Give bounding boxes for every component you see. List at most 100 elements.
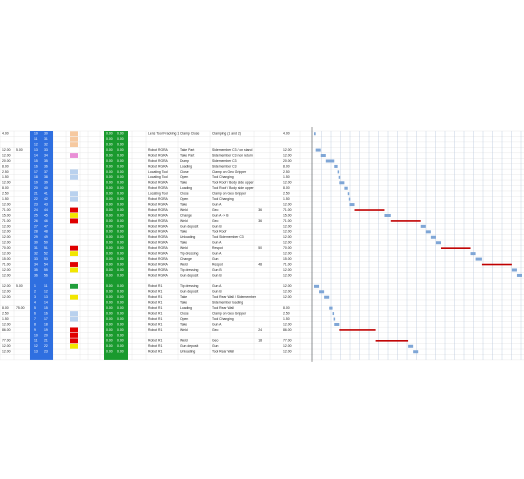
id-cell: 15 [44, 306, 48, 310]
value-cell: 0.00 [117, 344, 124, 348]
time-cell: 2.50 [2, 192, 9, 196]
time-cell: 71.00 [2, 208, 11, 212]
resource-cell: Robot RGRA [148, 230, 169, 234]
time-cell: 12.00 [2, 290, 11, 294]
id-cell: 23 [34, 202, 38, 206]
id-cell: 35 [34, 268, 38, 272]
value-cell: 0.00 [106, 170, 113, 174]
value-cell: 0.00 [106, 317, 113, 321]
gantt-bar [334, 322, 340, 326]
time-cell: 12.00 [2, 148, 11, 152]
action-cell: Tip dressing [180, 268, 198, 272]
status-cell [70, 343, 78, 349]
id-cell: 32 [34, 252, 38, 256]
action-cell: Gun deposit [180, 224, 198, 228]
duration-cell: 15.00 [283, 213, 292, 217]
action-cell: Dump [180, 159, 189, 163]
id-cell: 45 [44, 213, 48, 217]
status-cell [70, 267, 78, 273]
resource-cell: Locating Tool [148, 170, 168, 174]
id-cell: 30 [34, 241, 38, 245]
gantt-bar [344, 186, 348, 190]
id-cell: 2 [34, 290, 36, 294]
gantt-bar [332, 312, 335, 316]
id-cell: 13 [44, 295, 48, 299]
value-cell: 0.00 [117, 284, 124, 288]
id-cell: 10 [34, 132, 38, 136]
id-cell: 13 [34, 350, 38, 354]
value-cell: 0.00 [117, 241, 124, 245]
resource-cell: Robot RGRA [148, 224, 169, 228]
duration-cell: 8.00 [283, 164, 290, 168]
value-cell: 0.00 [117, 268, 124, 272]
duration-cell: 1.50 [283, 317, 290, 321]
value-cell: 0.00 [117, 257, 124, 261]
value-cell: 0.00 [106, 143, 113, 147]
action-cell: Tip dressing [180, 284, 198, 288]
id-cell: 11 [34, 137, 38, 141]
description-cell: Gun A [212, 202, 222, 206]
gantt-bar [481, 263, 512, 266]
resource-cell: Robot R1 [148, 295, 162, 299]
gantt-bar [435, 241, 441, 245]
id-cell: 48 [44, 230, 48, 234]
value-cell: 0.00 [106, 148, 113, 152]
value-cell: 0.00 [106, 202, 113, 206]
gantt-bar [329, 306, 333, 310]
time-cell: 5.00 [16, 148, 23, 152]
value-cell: 0.00 [117, 197, 124, 201]
duration-cell: 2.50 [283, 311, 290, 315]
id-cell: 47 [44, 224, 48, 228]
gantt-bar [425, 230, 431, 234]
duration-cell: 12.00 [283, 290, 292, 294]
description-cell: Tool Changing [212, 197, 234, 201]
description-cell: Tool Rear Wall [212, 350, 234, 354]
value-cell: 0.00 [117, 208, 124, 212]
description-cell: Respot [212, 262, 223, 266]
id-cell: 12 [44, 290, 48, 294]
action-cell: Tip dressing [180, 252, 198, 256]
time-cell: 8.00 [2, 306, 9, 310]
gantt-bar [315, 148, 321, 152]
value-cell: 0.00 [106, 311, 113, 315]
id-cell: 9 [34, 328, 36, 332]
description-cell: Tool Sidemember C3 [212, 235, 244, 239]
action-cell: Gun deposit [180, 344, 198, 348]
time-cell: 12.00 [2, 350, 11, 354]
duration-cell: 1.50 [283, 197, 290, 201]
action-cell: Take [180, 322, 187, 326]
description-cell: Tool Roof [212, 230, 226, 234]
id-cell: 25 [34, 213, 38, 217]
time-cell: 70.00 [2, 246, 11, 250]
id-cell: 11 [44, 284, 48, 288]
description-cell: Clamp on Geo Gripper [212, 311, 247, 315]
id-cell: 14 [34, 153, 38, 157]
duration-cell: 12.00 [283, 181, 292, 185]
value-cell: 0.00 [117, 192, 124, 196]
green-column [104, 131, 128, 360]
action-cell: Open [180, 317, 188, 321]
id-cell: 20 [44, 333, 48, 337]
value-cell: 0.00 [106, 344, 113, 348]
status-cell [70, 229, 78, 235]
id-cell: 51 [44, 246, 48, 250]
gantt-bar [339, 329, 376, 331]
value-cell: 0.00 [117, 311, 124, 315]
duration-cell: 12.00 [283, 350, 292, 354]
description-cell: Gun [212, 344, 219, 348]
id-cell: 16 [44, 311, 48, 315]
description-cell: Sidemember C3 [212, 159, 237, 163]
id-cell: 44 [44, 208, 48, 212]
time-cell: 12.00 [2, 224, 11, 228]
status-cell [70, 349, 78, 355]
value-cell: 0.00 [106, 175, 113, 179]
gantt-bar [413, 350, 419, 354]
status-cell [70, 202, 78, 207]
id-cell: 11 [34, 339, 38, 343]
resource-cell: Robot RGRA [148, 186, 169, 190]
description-cell: Gun [212, 257, 219, 261]
gantt-bar [470, 252, 476, 256]
value-cell: 0.00 [117, 339, 124, 343]
value-cell: 0.00 [117, 148, 124, 152]
id-cell: 17 [34, 170, 38, 174]
